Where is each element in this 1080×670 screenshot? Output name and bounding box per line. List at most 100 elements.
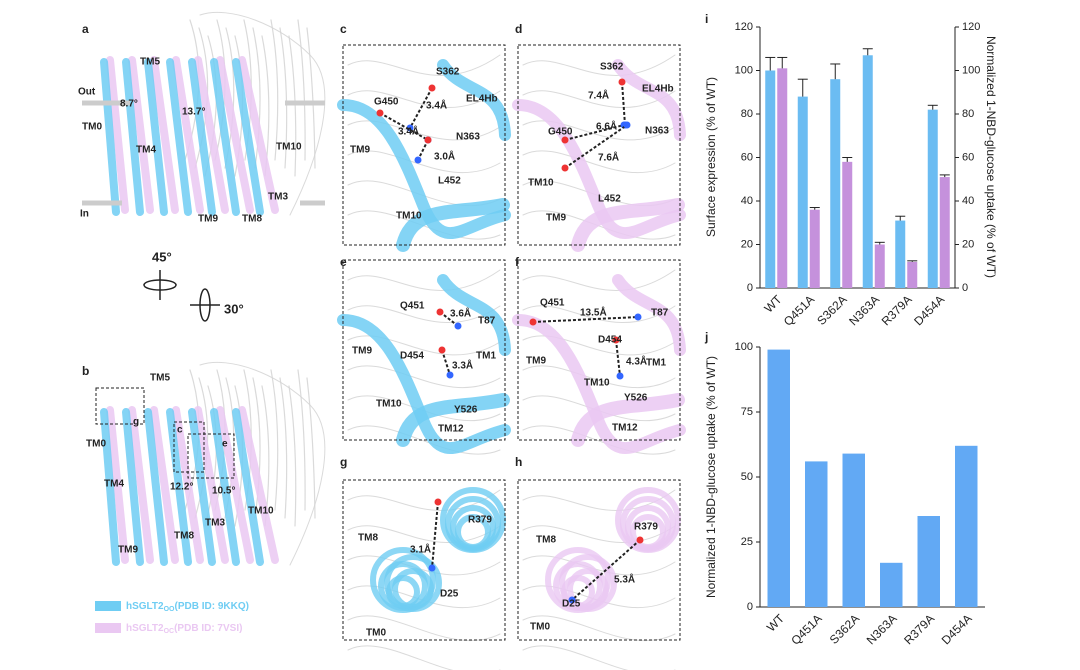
annotation: D454 [598,335,622,346]
ribbon [522,269,676,291]
ribbon [522,525,676,544]
annotation: 3.0Å [434,150,455,163]
distance-line [439,311,459,327]
annotation: e [222,439,228,450]
ribbon [194,56,229,214]
annotation: TM3 [268,192,288,203]
ribbon [270,369,279,511]
atom [454,322,462,330]
annotation: TM9 [198,214,218,225]
ribbon [288,385,297,527]
ribbon [238,56,279,214]
annotation: 10.5° [212,486,235,497]
legend-swatch [95,623,121,633]
annotation: TM0 [82,122,102,133]
tick-label: 25 [741,536,753,548]
helix [630,514,666,550]
ribbon [437,274,511,356]
x-tick-label: D454A [939,611,975,647]
annotation: TM1 [476,351,496,362]
distance-line [532,316,639,323]
atom [623,121,631,129]
ribbon [522,489,676,511]
ribbon [347,305,501,324]
annotation: EL4Hb [466,94,498,105]
annotation: G450 [548,127,573,138]
ribbon [522,335,676,356]
annotation: S362 [436,67,460,78]
ribbon [106,406,129,564]
annotation: Q451 [540,298,565,309]
atom [561,164,569,172]
ribbon [337,314,511,455]
panel-frame [517,44,681,246]
x-tick-label: Q451A [781,292,817,328]
annotation: 7.6Å [598,151,619,164]
annotation: D454 [400,351,424,362]
annotation: TM8 [174,531,194,542]
ribbon [297,19,306,161]
annotation: TM10 [396,211,422,222]
x-tick-label: Q451A [788,611,824,647]
rotation-angle: 30° [224,301,244,316]
y2-axis-label: Normalized 1-NBD-glucose uptake (% of WT… [984,36,998,278]
ribbon [122,58,144,216]
annotation: TM8 [242,214,262,225]
ribbon [396,198,510,252]
tick-label: 40 [741,195,753,207]
tick-label: 100 [962,64,980,76]
tick-label: 80 [962,108,974,120]
annotation: In [80,209,89,220]
ribbon [144,408,168,566]
ribbon [306,27,316,169]
ribbon [122,408,144,566]
annotation: 3.6Å [450,307,471,320]
panel-label: c [340,22,347,36]
ribbon [612,274,686,356]
atom [618,78,626,86]
annotation: S362 [600,62,624,73]
distance-line [379,112,429,141]
atom [612,336,620,344]
distance-line [564,124,625,141]
ribbon [297,369,306,511]
annotation: Y526 [454,405,478,416]
ribbon [347,90,501,109]
atom [436,308,444,316]
atom [438,346,446,354]
annotation: EL4Hb [642,84,674,95]
panel-label: g [340,455,347,469]
ribbon [522,305,676,324]
annotation: TM9 [118,545,138,556]
ribbon [337,99,511,240]
bar [767,349,790,607]
helix [386,575,420,609]
annotation: TM3 [205,518,225,529]
ribbon [238,406,279,564]
atom [529,318,537,326]
y-axis-label: Normalized 1-NBD-glucose uptake (% of WT… [704,356,718,598]
ribbon [522,365,676,389]
panel-label: f [515,255,520,269]
annotation: c [177,425,183,436]
annotation: 3.4Å [426,99,447,112]
annotation: N363 [645,126,669,137]
tick-label: 120 [962,21,980,33]
ribbon [100,408,120,566]
tick-label: 100 [735,341,753,353]
ribbon [347,645,501,670]
annotation: TM8 [358,533,378,544]
panel-label: e [340,255,347,269]
panel-frame [342,259,506,441]
ribbon [252,27,261,169]
ribbon [252,377,261,519]
ribbon [199,361,326,566]
bar [895,220,906,288]
ribbon [522,645,676,670]
ribbon [288,35,297,177]
distance-line [409,87,433,129]
ribbon [347,150,501,174]
tick-label: 0 [747,282,753,294]
annotation: TM10 [376,399,402,410]
